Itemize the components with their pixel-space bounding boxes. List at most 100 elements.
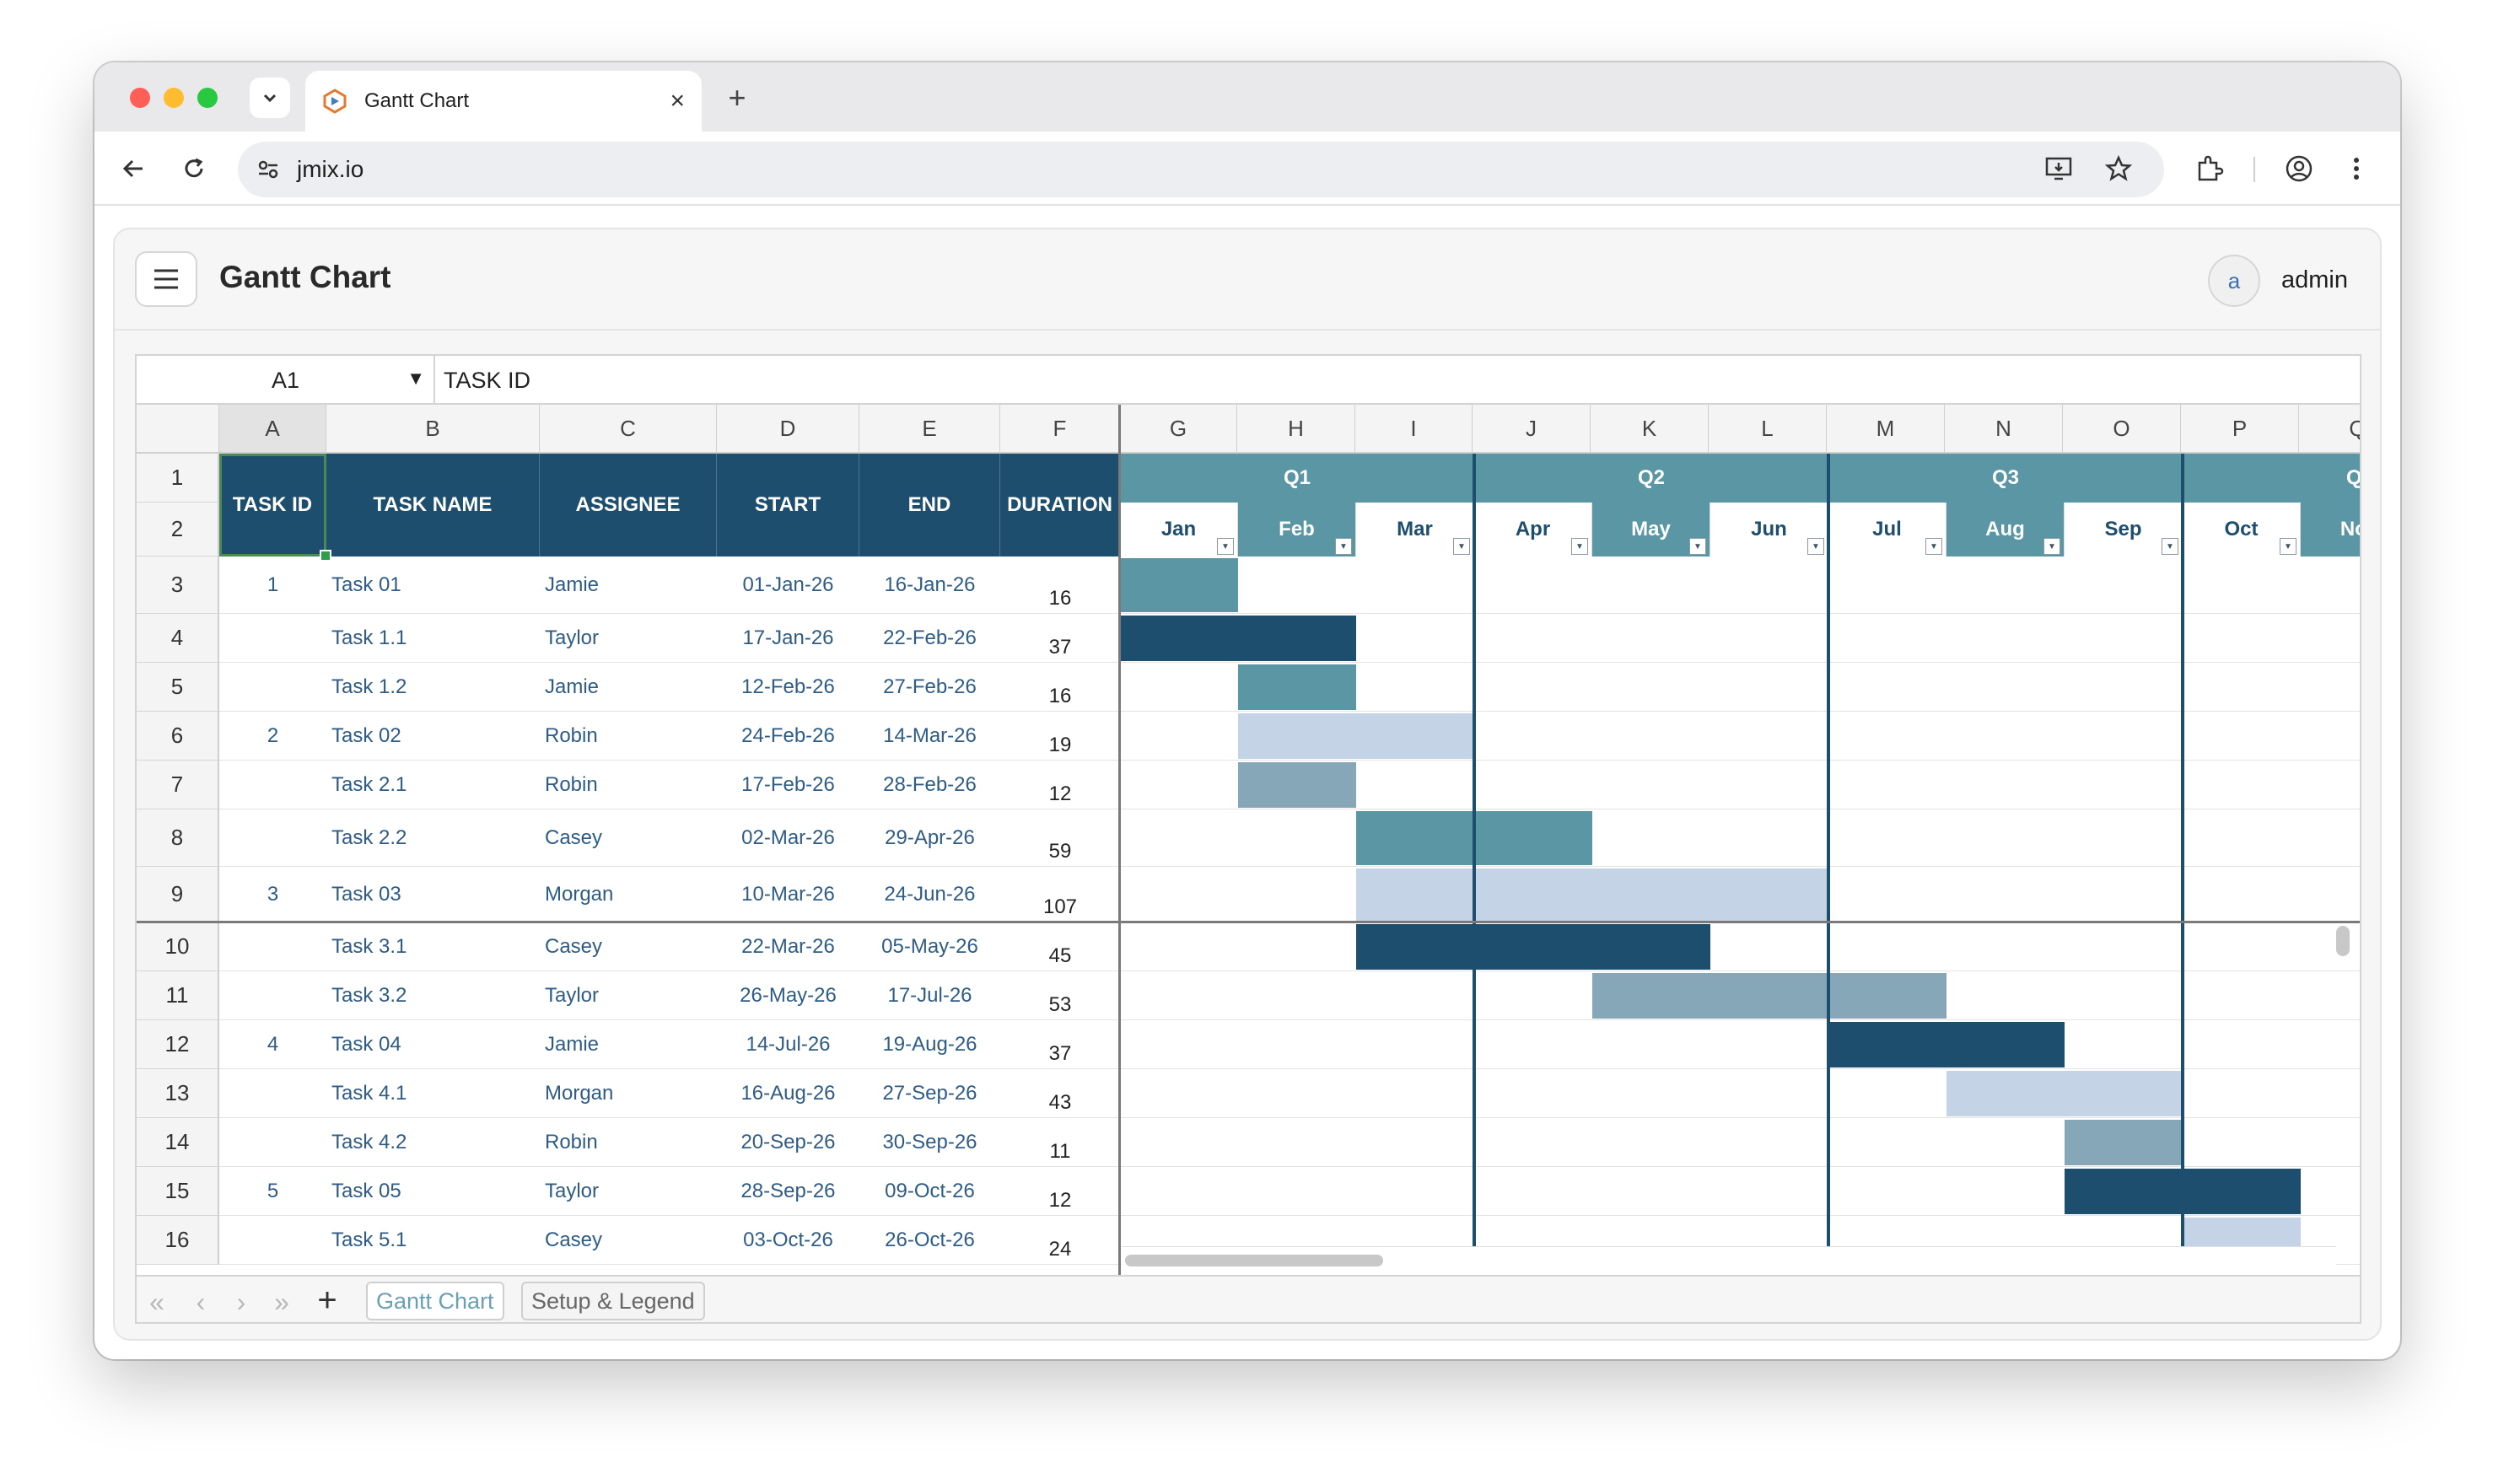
assignee-cell[interactable]: Casey <box>545 935 603 958</box>
task-id-header[interactable]: TASK ID <box>219 454 326 556</box>
gantt-bar[interactable] <box>1120 616 1356 661</box>
last-sheet-icon[interactable]: » <box>274 1286 289 1317</box>
start-date-cell[interactable]: 28-Sep-26 <box>740 1180 836 1202</box>
formula-input[interactable]: TASK ID <box>444 368 531 393</box>
gantt-bar[interactable] <box>1238 762 1356 808</box>
row-header-13[interactable]: 13 <box>137 1069 219 1118</box>
filter-dropdown-icon[interactable]: ▼ <box>1689 538 1706 555</box>
install-app-button[interactable] <box>2039 148 2080 189</box>
start-date-cell[interactable]: 16-Aug-26 <box>740 1082 836 1105</box>
user-name[interactable]: admin <box>2281 266 2348 293</box>
row-header-6[interactable]: 6 <box>137 712 219 761</box>
task-name-cell[interactable]: Task 2.1 <box>331 773 407 796</box>
column-header-l[interactable]: L <box>1709 405 1827 454</box>
column-header-o[interactable]: O <box>2063 405 2181 454</box>
row-header-4[interactable]: 4 <box>137 614 219 663</box>
task-id-cell[interactable]: 1 <box>267 573 279 596</box>
row-header-14[interactable]: 14 <box>137 1118 219 1167</box>
filter-dropdown-icon[interactable]: ▼ <box>1807 538 1824 555</box>
end-header[interactable]: END <box>859 454 1000 556</box>
row-header-16[interactable]: 16 <box>137 1216 219 1265</box>
close-window-button[interactable] <box>130 88 150 108</box>
end-date-cell[interactable]: 22-Feb-26 <box>883 626 977 649</box>
row-header-8[interactable]: 8 <box>137 809 219 867</box>
assignee-cell[interactable]: Robin <box>545 1131 598 1153</box>
end-date-cell[interactable]: 14-Mar-26 <box>883 724 977 747</box>
selection-fill-handle[interactable] <box>320 550 331 562</box>
assignee-cell[interactable]: Jamie <box>545 675 600 698</box>
avatar[interactable]: a <box>2208 255 2260 307</box>
task-id-cell[interactable]: 4 <box>267 1033 279 1056</box>
task-name-cell[interactable]: Task 04 <box>331 1033 401 1056</box>
column-header-q[interactable]: Q <box>2299 405 2360 454</box>
column-header-m[interactable]: M <box>1827 405 1945 454</box>
sheet-tab-setup-legend[interactable]: Setup & Legend <box>521 1282 705 1320</box>
column-header-f[interactable]: F <box>1000 405 1120 454</box>
row-header-11[interactable]: 11 <box>137 971 219 1020</box>
task-name-cell[interactable]: Task 3.1 <box>331 935 407 958</box>
duration-header[interactable]: DURATION <box>1000 454 1120 556</box>
row-header-3[interactable]: 3 <box>137 556 219 614</box>
start-date-cell[interactable]: 24-Feb-26 <box>741 724 835 747</box>
duration-cell[interactable]: 11 <box>1049 1140 1071 1163</box>
column-header-e[interactable]: E <box>859 405 1000 454</box>
new-tab-button[interactable]: + <box>728 80 746 115</box>
assignee-header[interactable]: ASSIGNEE <box>540 454 717 556</box>
gantt-bar[interactable] <box>1120 558 1238 612</box>
column-header-h[interactable]: H <box>1237 405 1355 454</box>
tab-search-button[interactable] <box>250 78 290 118</box>
end-date-cell[interactable]: 24-Jun-26 <box>884 883 976 906</box>
duration-cell[interactable]: 37 <box>1048 636 1072 659</box>
task-id-cell[interactable]: 3 <box>267 883 279 906</box>
row-header-15[interactable]: 15 <box>137 1167 219 1216</box>
bookmark-button[interactable] <box>2098 148 2139 189</box>
vertical-scrollbar[interactable] <box>2336 926 2350 956</box>
duration-cell[interactable]: 43 <box>1048 1091 1072 1114</box>
start-date-cell[interactable]: 02-Mar-26 <box>741 826 835 849</box>
maximize-window-button[interactable] <box>197 88 218 108</box>
gantt-bar[interactable] <box>1946 1071 2183 1116</box>
caret-down-icon[interactable]: ▼ <box>407 368 425 389</box>
column-header-b[interactable]: B <box>326 405 540 454</box>
duration-cell[interactable]: 59 <box>1048 840 1072 863</box>
duration-cell[interactable]: 12 <box>1048 1189 1072 1212</box>
gantt-bar[interactable] <box>1238 713 1474 759</box>
start-date-cell[interactable]: 26-May-26 <box>740 984 837 1007</box>
column-header-k[interactable]: K <box>1591 405 1709 454</box>
assignee-cell[interactable]: Jamie <box>545 1033 600 1056</box>
filter-dropdown-icon[interactable]: ▼ <box>1217 538 1234 555</box>
start-date-cell[interactable]: 03-Oct-26 <box>743 1229 833 1251</box>
end-date-cell[interactable]: 29-Apr-26 <box>885 826 975 849</box>
column-header-j[interactable]: J <box>1473 405 1591 454</box>
end-date-cell[interactable]: 05-May-26 <box>881 935 978 958</box>
start-date-cell[interactable]: 10-Mar-26 <box>741 883 835 906</box>
column-header-c[interactable]: C <box>540 405 717 454</box>
duration-cell[interactable]: 107 <box>1042 895 1078 918</box>
task-name-cell[interactable]: Task 4.1 <box>331 1082 407 1105</box>
start-date-cell[interactable]: 01-Jan-26 <box>742 573 834 596</box>
task-name-cell[interactable]: Task 03 <box>331 883 401 906</box>
row-header-5[interactable]: 5 <box>137 663 219 712</box>
filter-dropdown-icon[interactable]: ▼ <box>1925 538 1942 555</box>
gantt-bar[interactable] <box>1592 973 1946 1019</box>
end-date-cell[interactable]: 09-Oct-26 <box>885 1180 975 1202</box>
horizontal-scrollbar[interactable] <box>1125 1255 1383 1266</box>
end-date-cell[interactable]: 30-Sep-26 <box>882 1131 977 1153</box>
column-header-g[interactable]: G <box>1120 405 1237 454</box>
minimize-window-button[interactable] <box>164 88 184 108</box>
browser-menu-button[interactable] <box>2336 148 2377 189</box>
end-date-cell[interactable]: 26-Oct-26 <box>885 1229 975 1251</box>
extensions-button[interactable] <box>2189 148 2230 189</box>
assignee-cell[interactable]: Robin <box>545 724 598 747</box>
next-sheet-icon[interactable]: › <box>236 1286 246 1317</box>
gantt-bar[interactable] <box>1356 924 1710 970</box>
task-name-cell[interactable]: Task 3.2 <box>331 984 407 1007</box>
row-header-7[interactable]: 7 <box>137 761 219 809</box>
end-date-cell[interactable]: 27-Feb-26 <box>883 675 977 698</box>
back-button[interactable] <box>113 148 153 189</box>
gantt-bar[interactable] <box>2065 1120 2183 1165</box>
assignee-cell[interactable]: Casey <box>545 1229 603 1251</box>
add-sheet-button[interactable]: + <box>317 1281 337 1319</box>
start-date-cell[interactable]: 12-Feb-26 <box>741 675 835 698</box>
sheet-tab-gantt-chart[interactable]: Gantt Chart <box>366 1282 504 1320</box>
